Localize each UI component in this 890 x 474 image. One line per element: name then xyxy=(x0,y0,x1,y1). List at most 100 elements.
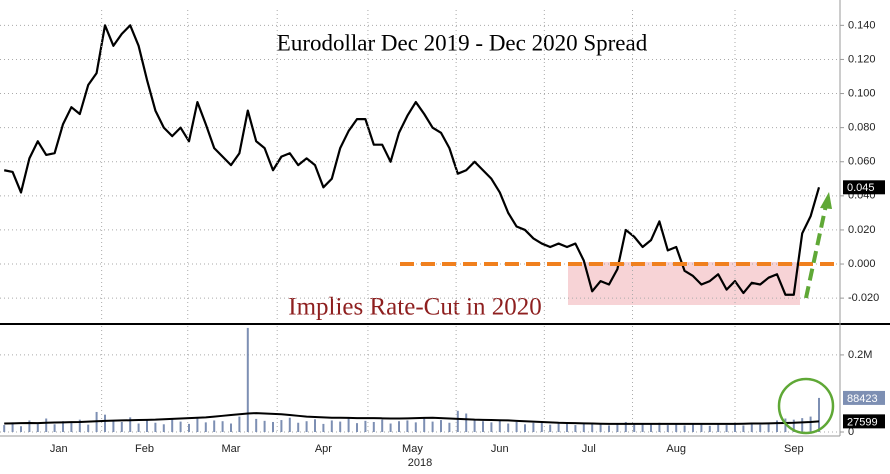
bar xyxy=(120,421,123,432)
last-value-label: 88423 xyxy=(847,393,878,405)
bar xyxy=(675,423,678,432)
y-tick-label: 0.140 xyxy=(848,19,876,31)
bar xyxy=(734,424,736,432)
bar xyxy=(364,420,367,432)
bar xyxy=(196,418,199,432)
bar xyxy=(406,420,409,432)
bar xyxy=(347,418,350,432)
bar xyxy=(288,417,291,432)
last-value-box xyxy=(843,180,885,195)
x-tick-label: Jan xyxy=(50,443,68,455)
bar xyxy=(599,424,602,432)
bar xyxy=(717,423,720,432)
bar xyxy=(692,423,694,432)
bar xyxy=(591,422,594,432)
bar xyxy=(272,421,274,432)
last-value-box xyxy=(843,414,885,429)
bar xyxy=(154,422,157,432)
bar xyxy=(188,423,190,432)
bar xyxy=(356,423,358,432)
bar xyxy=(507,423,510,432)
x-tick-label: Mar xyxy=(222,443,241,455)
bar xyxy=(624,421,627,432)
bar xyxy=(473,419,476,432)
bar xyxy=(482,421,484,432)
y-tick-label: 0.060 xyxy=(848,156,876,168)
y-tick-label: 0.080 xyxy=(848,122,876,134)
x-tick-label: Jun xyxy=(491,443,509,455)
bar xyxy=(498,420,501,432)
bar xyxy=(448,422,451,432)
bar xyxy=(641,423,644,432)
bar xyxy=(314,419,316,432)
bar xyxy=(389,423,392,432)
x-tick-label: Apr xyxy=(315,443,332,455)
bar xyxy=(129,417,132,432)
last-value-label: 0.045 xyxy=(847,182,875,194)
bar xyxy=(297,422,300,432)
chart-title: Eurodollar Dec 2019 - Dec 2020 Spread xyxy=(277,30,648,55)
bar xyxy=(339,421,342,432)
bar xyxy=(818,397,820,432)
annotation: Implies Rate-Cut in 2020 xyxy=(288,294,541,321)
bar xyxy=(171,419,174,432)
bar xyxy=(36,423,39,432)
bar xyxy=(372,421,375,432)
bar xyxy=(381,419,384,432)
bar xyxy=(549,424,552,432)
bar xyxy=(20,426,22,432)
bar xyxy=(574,425,577,432)
x-tick-label: Feb xyxy=(135,443,154,455)
bar xyxy=(104,414,106,432)
y-tick-label: 0.2M xyxy=(848,349,872,361)
y-tick-label: 0 xyxy=(848,426,854,438)
bar xyxy=(515,421,518,432)
bar xyxy=(456,410,459,432)
bar xyxy=(62,421,64,432)
bar xyxy=(440,420,442,432)
x-tick-label: Jul xyxy=(582,443,596,455)
x-tick-label: Aug xyxy=(666,443,686,455)
bar xyxy=(801,418,804,432)
bar xyxy=(162,424,165,432)
bar xyxy=(213,420,216,432)
bar xyxy=(221,421,224,432)
bar xyxy=(633,424,636,432)
bar xyxy=(255,418,258,432)
bar xyxy=(767,422,770,432)
arrow-head xyxy=(820,192,832,209)
bar xyxy=(524,424,526,432)
bar xyxy=(465,413,468,432)
bar xyxy=(557,423,560,432)
y-tick-label: 0.000 xyxy=(848,258,876,270)
bar xyxy=(179,421,182,432)
x-tick-label: Sep xyxy=(784,443,804,455)
y-tick-label: 0.020 xyxy=(848,224,876,236)
bar xyxy=(28,420,31,432)
bar xyxy=(204,422,207,432)
bar xyxy=(490,422,493,432)
bar xyxy=(683,425,686,432)
bar xyxy=(398,421,400,432)
bar xyxy=(322,423,325,432)
bar xyxy=(146,420,148,432)
bar xyxy=(650,424,652,432)
bar xyxy=(238,416,241,432)
bar xyxy=(414,422,417,432)
bar xyxy=(759,424,762,432)
y-tick-label: 0.120 xyxy=(848,53,876,65)
arrow-shaft xyxy=(804,204,828,299)
bar xyxy=(87,424,90,432)
bar xyxy=(53,424,56,432)
x-tick-label: May xyxy=(402,443,423,455)
bar xyxy=(3,425,6,432)
y-tick-label: 0.100 xyxy=(848,87,876,99)
bar xyxy=(750,423,753,432)
bar xyxy=(582,423,585,432)
bar xyxy=(700,424,703,432)
bar xyxy=(280,420,283,432)
bar xyxy=(658,422,661,432)
y-tick-label: -0.020 xyxy=(848,292,879,304)
bar xyxy=(532,422,535,432)
